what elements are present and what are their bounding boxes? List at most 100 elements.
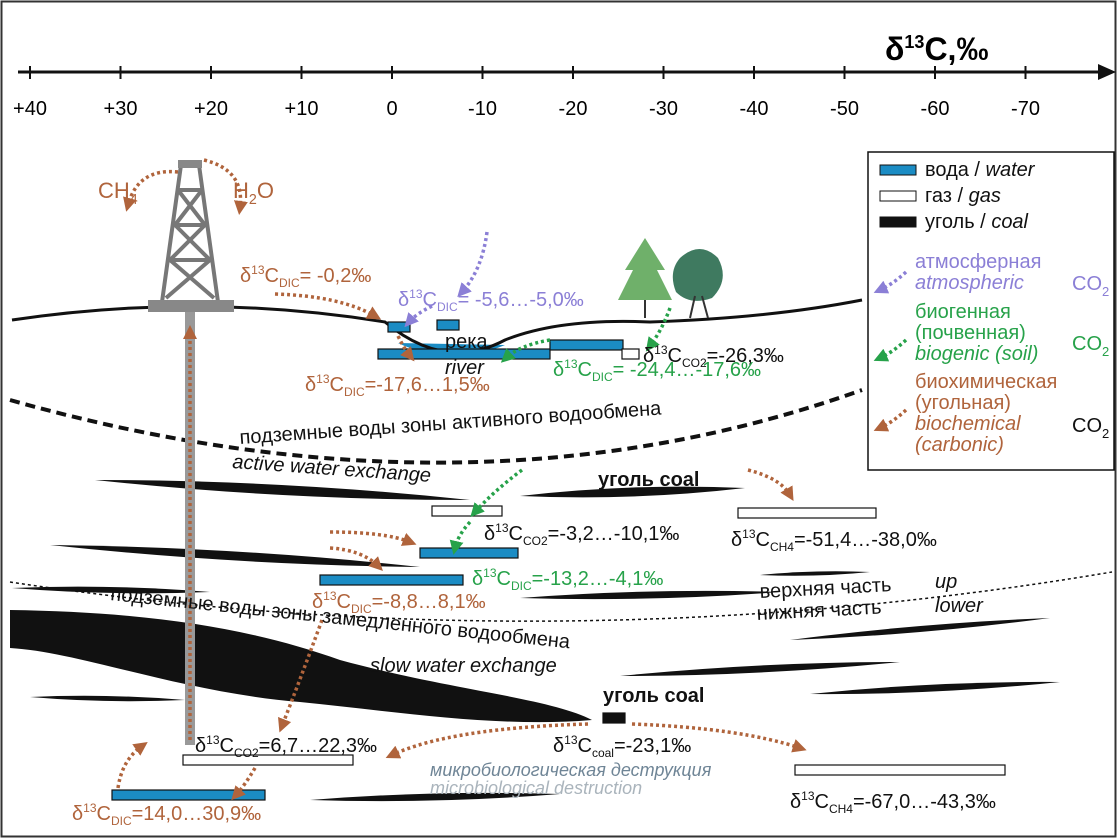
value: =-8,8…8,1‰ (372, 591, 486, 613)
value: =-26,3‰ (707, 345, 784, 367)
flow-arrow (645, 307, 672, 352)
legend-source-line: atmospheric (915, 272, 1024, 294)
coal-lens (810, 681, 1060, 695)
formula-sub: 2 (1102, 426, 1109, 441)
coal-upper: уголь coal (598, 469, 699, 491)
legend-ru: уголь / (925, 211, 991, 233)
component: CO2 (523, 534, 548, 548)
mass: 13 (323, 589, 337, 603)
legend-source-line: биогенная (915, 301, 1011, 323)
legend-en: water (986, 159, 1036, 181)
flow-arrow (873, 408, 908, 432)
component: DIC (344, 385, 365, 399)
component: CH4 (770, 540, 794, 554)
coal-lens (310, 792, 560, 802)
flow-arrow (329, 530, 417, 546)
symbol: δ (305, 374, 316, 396)
tick-label: -20 (559, 98, 588, 120)
pipe (185, 308, 195, 745)
mass: 13 (495, 521, 509, 535)
tick-label: 0 (386, 98, 397, 120)
water-bar (419, 547, 519, 559)
river-en: river (445, 357, 485, 379)
formula-main: CO (1072, 333, 1102, 355)
mass: 13 (83, 801, 97, 815)
symbol: δ (72, 803, 83, 825)
tick-label: -60 (921, 98, 950, 120)
formula-sub: 2 (1102, 284, 1109, 299)
legend-source-line: biogenic (soil) (915, 343, 1038, 365)
component: DIC (351, 602, 372, 616)
legend-ru: газ / (925, 185, 969, 207)
tick-label: -70 (1011, 98, 1040, 120)
element: C (265, 265, 279, 287)
slow-en: slow water exchange (370, 655, 557, 677)
coal-bar (602, 712, 626, 724)
water-bar (319, 574, 464, 586)
legend-en: gas (969, 185, 1001, 207)
legend-swatch (879, 164, 917, 176)
tree-conifer (618, 238, 672, 300)
slow-zone-boundary (9, 571, 1113, 622)
symbol: δ (240, 265, 251, 287)
mass: 13 (206, 733, 220, 747)
coal-lower: уголь coal (603, 685, 704, 707)
symbol: δ (553, 359, 564, 381)
gas-bar (621, 348, 640, 360)
symbol: δ (484, 523, 495, 545)
gas-bar (794, 764, 1006, 776)
formula-sub: 4 (130, 192, 138, 208)
isotope-label: δ13CCO2=-3,2…-10,1‰ (484, 521, 679, 548)
micro-ru: микробиологическая деструкция (430, 760, 712, 780)
flow-arrow (873, 338, 908, 362)
upper-en: up (935, 571, 957, 593)
lower-en: lower (935, 595, 984, 617)
coal-lens (790, 618, 1050, 640)
formula-main: CO (1072, 273, 1102, 295)
axis-arrow (1098, 64, 1116, 80)
isotope-label: δ13Ccoal=-23,1‰ (553, 733, 691, 760)
tick-label: +20 (194, 98, 228, 120)
symbol: δ (195, 735, 206, 757)
tick-label: +30 (104, 98, 138, 120)
element: C (423, 289, 437, 311)
element: C (756, 529, 770, 551)
symbol: δ (472, 568, 483, 590)
mass: 13 (251, 263, 265, 277)
component: CH4 (829, 802, 853, 816)
formula-sub: 2 (249, 192, 257, 208)
isotope-label: δ13CCH4=-51,4…-38,0‰ (731, 527, 937, 554)
symbol: δ (731, 529, 742, 551)
element: C (578, 735, 592, 757)
tree-trunk (689, 295, 709, 319)
formula-end: O (257, 178, 274, 203)
flow-arrow (278, 619, 324, 733)
flow-arrow (203, 158, 248, 215)
flow-arrow (116, 741, 148, 789)
mass: 13 (409, 287, 423, 301)
legend-label: уголь / coal (925, 211, 1029, 233)
mass: 13 (654, 343, 668, 357)
symbol: δ (643, 345, 654, 367)
formula-main: H (233, 178, 249, 203)
derrick-frame (160, 164, 220, 303)
mass: 13 (483, 566, 497, 580)
flow-arrow (747, 468, 794, 502)
value: =-3,2…-10,1‰ (548, 523, 680, 545)
symbol: δ (312, 591, 323, 613)
element: C (330, 374, 344, 396)
coal-lens (30, 695, 185, 702)
value: =-51,4…-38,0‰ (794, 529, 937, 551)
coal-seam (10, 610, 592, 723)
value: =14,0…30,9‰ (132, 803, 262, 825)
component: CO2 (234, 746, 259, 760)
gas-formula: CO2 (1072, 333, 1109, 359)
legend-source-line: атмосферная (915, 251, 1041, 273)
component: DIC (511, 579, 532, 593)
flow-arrow (500, 338, 551, 363)
active-zone-boundary (9, 388, 863, 465)
tick-label: -40 (740, 98, 769, 120)
value: = -5,6…-5,0‰ (458, 289, 584, 311)
mass: 13 (564, 357, 578, 371)
